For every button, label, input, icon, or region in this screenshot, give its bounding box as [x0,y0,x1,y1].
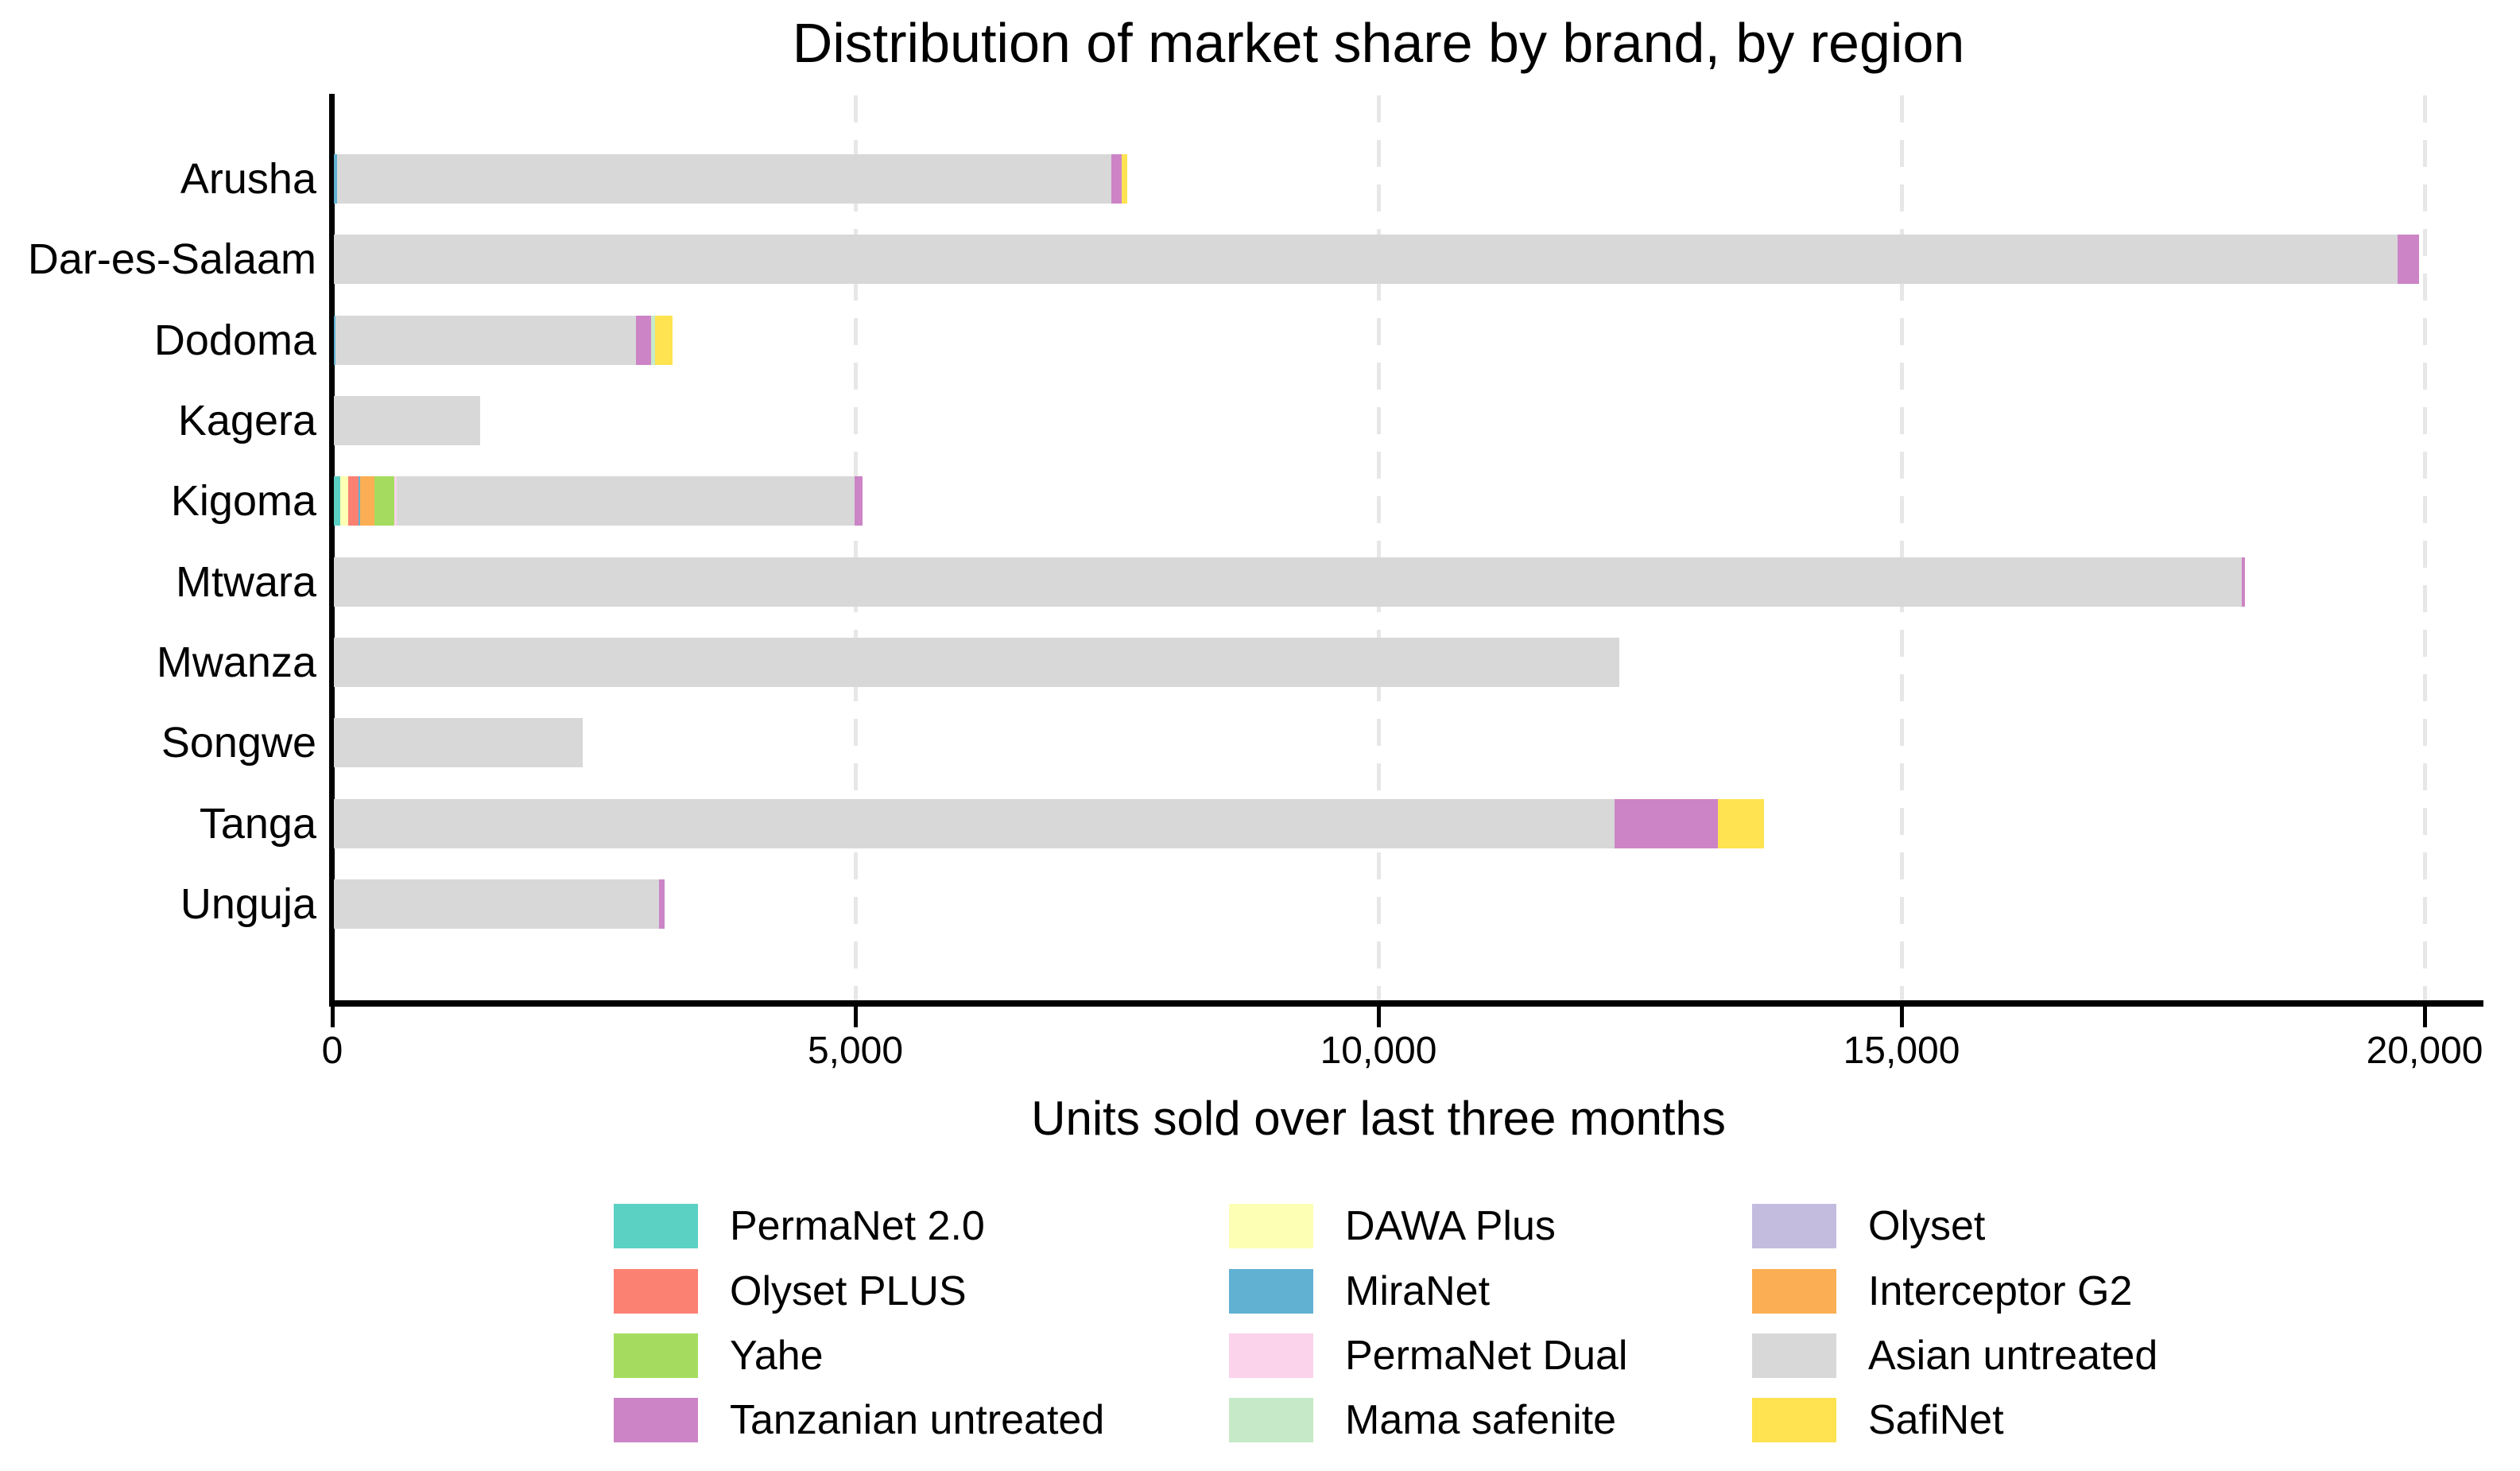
bar-arusha-segment-miranet [334,154,337,204]
bar-kigoma-segment-asian-untreated [396,476,855,526]
legend-label-asian-untreated: Asian untreated [1868,1333,2158,1379]
gridline-5-000 [854,95,858,1000]
bar-dar-es-salaam-segment-tanzanian-untreated [2398,235,2419,285]
legend-swatch-permanet-2-0 [614,1204,698,1248]
y-label-arusha: Arusha [180,155,316,203]
y-label-unguja: Unguja [180,879,316,928]
x-tick-label-15-000: 15,000 [1843,1030,1960,1072]
bar-kigoma-segment-olyset-plus [347,476,359,526]
bar-unguja [334,879,665,929]
legend-swatch-safinet [1752,1398,1836,1442]
y-label-tanga: Tanga [199,799,316,848]
gridline-15-000 [1900,95,1904,1000]
gridline-20-000 [2423,95,2427,1000]
legend-label-yahe: Yahe [730,1333,824,1379]
bar-tanga [334,798,1764,848]
legend-label-interceptor-g2: Interceptor G2 [1868,1268,2133,1314]
bar-kigoma-segment-miranet [358,476,360,526]
legend-label-permanet-2-0: PermaNet 2.0 [730,1203,985,1249]
x-tick-label-20-000: 20,000 [2366,1030,2483,1072]
legend-swatch-dawa-plus [1229,1204,1313,1248]
legend-label-tanzanian-untreated: Tanzanian untreated [730,1397,1105,1443]
legend-swatch-asian-untreated [1752,1333,1836,1378]
bar-dodoma-segment-mama-safenite [651,315,655,365]
legend-swatch-interceptor-g2 [1752,1269,1836,1314]
y-label-mtwara: Mtwara [175,557,316,606]
bar-kigoma-segment-yahe [374,476,394,526]
bar-mtwara [334,557,2246,607]
y-label-dodoma: Dodoma [153,316,316,364]
legend-label-permanet-dual: PermaNet Dual [1345,1333,1628,1379]
bar-dar-es-salaam-segment-asian-untreated [334,235,2398,285]
bar-dodoma-segment-safinet [655,315,673,365]
bar-tanga-segment-asian-untreated [334,798,1615,848]
legend-label-olyset: Olyset [1868,1203,1986,1249]
bar-mwanza-segment-asian-untreated [334,637,1620,687]
x-tick-10-000 [1377,1007,1381,1027]
bar-arusha-segment-tanzanian-untreated [1111,154,1122,204]
bar-mtwara-segment-asian-untreated [334,557,2243,607]
bar-dar-es-salaam [334,235,2419,285]
bar-songwe [334,718,583,768]
x-tick-20-000 [2423,1007,2427,1027]
bar-kigoma-segment-tanzanian-untreated [855,476,863,526]
legend-label-miranet: MiraNet [1345,1268,1491,1314]
chart-title: Distribution of market share by brand, b… [792,12,1965,74]
bar-kagera [334,395,481,445]
x-tick-label-10-000: 10,000 [1320,1030,1437,1072]
legend-label-safinet: SafiNet [1868,1397,2004,1443]
legend-swatch-permanet-dual [1229,1333,1313,1378]
bar-songwe-segment-asian-untreated [334,718,583,768]
x-tick-label-0: 0 [321,1030,343,1072]
bar-unguja-segment-asian-untreated [334,879,659,929]
bar-dodoma [334,315,673,365]
bar-kigoma-segment-interceptor-g2 [359,476,374,526]
bar-unguja-segment-tanzanian-untreated [658,879,665,929]
bar-kagera-segment-asian-untreated [334,395,481,445]
bar-tanga-segment-safinet [1718,798,1764,848]
legend-label-olyset-plus: Olyset PLUS [730,1268,967,1314]
bar-kigoma-segment-permanet-2-0 [334,476,340,526]
x-axis-line [329,1000,2483,1007]
bar-mwanza [334,637,1620,687]
y-label-songwe: Songwe [161,719,316,767]
x-tick-label-5-000: 5,000 [807,1030,904,1072]
bar-kigoma-segment-dawa-plus [339,476,348,526]
bar-dodoma-segment-miranet [334,315,335,365]
legend-swatch-yahe [614,1333,698,1378]
bar-kigoma-segment-permanet-dual [394,476,397,526]
x-tick-0 [331,1007,335,1027]
legend-swatch-olyset-plus [614,1269,698,1314]
x-tick-15-000 [1900,1007,1904,1027]
bar-arusha-segment-safinet [1121,154,1128,204]
gridline-10-000 [1377,95,1381,1000]
y-axis-line [329,94,335,1007]
y-label-kigoma: Kigoma [170,477,316,526]
bar-dodoma-segment-asian-untreated [335,315,636,365]
y-label-dar-es-salaam: Dar-es-Salaam [27,235,316,284]
legend-swatch-tanzanian-untreated [614,1398,698,1442]
bar-mtwara-segment-tanzanian-untreated [2242,557,2246,607]
legend-label-mama-safenite: Mama safenite [1345,1397,1617,1443]
y-label-mwanza: Mwanza [156,638,316,686]
legend-swatch-olyset [1752,1204,1836,1248]
y-label-kagera: Kagera [177,396,316,444]
bar-tanga-segment-tanzanian-untreated [1614,798,1719,848]
x-tick-5-000 [854,1007,858,1027]
legend-swatch-mama-safenite [1229,1398,1313,1442]
bar-dodoma-segment-tanzanian-untreated [635,315,652,365]
bar-arusha [334,154,1128,204]
x-axis-label: Units sold over last three months [1031,1092,1726,1145]
legend-swatch-miranet [1229,1269,1313,1314]
bar-arusha-segment-asian-untreated [336,154,1111,204]
bar-kigoma [334,476,863,526]
legend-label-dawa-plus: DAWA Plus [1345,1203,1556,1249]
